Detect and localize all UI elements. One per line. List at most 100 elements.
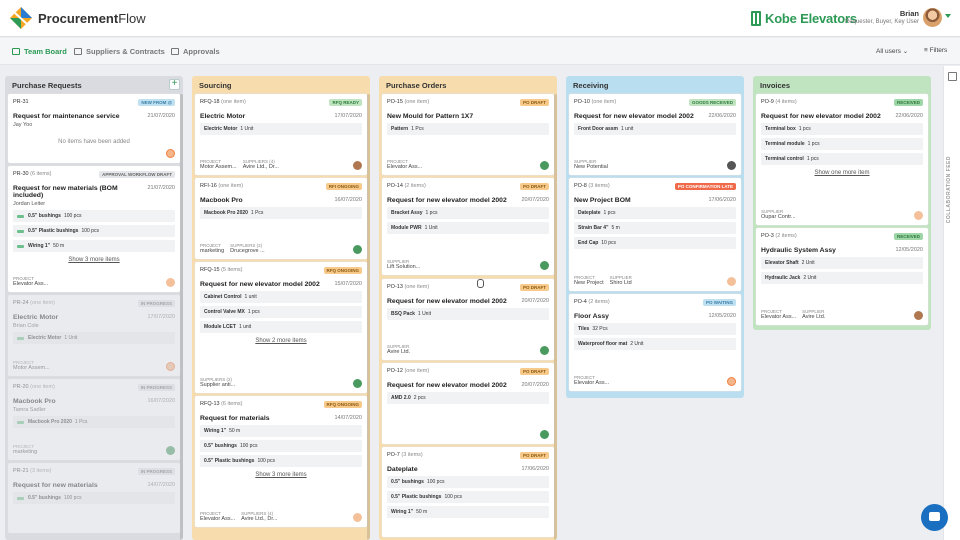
card-date: 21/07/2020	[147, 185, 175, 191]
board-card[interactable]: PR-31 NEW FROM @ Request for maintenance …	[8, 94, 180, 163]
card-number: RFQ-13 (6 items)	[200, 401, 243, 407]
assignee-avatar[interactable]	[540, 430, 549, 439]
board-card[interactable]: PO-13 (one item) PO DRAFT Request for new …	[382, 279, 554, 360]
app-name[interactable]: ProcurementFlow	[38, 11, 146, 26]
show-more-items-link[interactable]: Show 3 more items	[255, 472, 307, 478]
card-header: PO-7 (3 items) PO DRAFT	[387, 451, 549, 459]
status-badge: RECEIVED	[893, 98, 923, 106]
user-menu-chevron-down-icon[interactable]	[945, 14, 951, 18]
card-header: PR-24 (one item) IN PROGRESS	[13, 299, 175, 307]
all-users-label: All users	[876, 48, 901, 55]
column-scrollbar[interactable]	[554, 94, 557, 540]
status-badge: NEW FROM @	[138, 98, 175, 106]
item-bar-icon	[17, 420, 24, 424]
board-card[interactable]: PO-4 (2 items) PO WAITING Floor Assy 12/05/…	[569, 294, 741, 391]
collaboration-feed-panel[interactable]: COLLABORATION FEED	[943, 66, 960, 540]
card-title: New Mould for Pattern 1X7	[387, 113, 474, 120]
card-number: PR-20 (one item)	[13, 384, 55, 390]
item-bar-icon	[17, 244, 24, 248]
card-header: PO-3 (2 items) RECEIVED	[761, 232, 923, 240]
feed-toggle-icon[interactable]	[948, 72, 957, 81]
board-card[interactable]: PR-20 (one item) IN PROGRESS Macbook Pro 16…	[8, 379, 180, 460]
tab-team-board[interactable]: Team Board	[12, 47, 67, 56]
assignee-avatar[interactable]	[353, 513, 362, 522]
status-badge: IN PROGRESS	[137, 299, 175, 307]
card-meta: PROJECT marketing	[13, 444, 175, 455]
status-badge: PO DRAFT	[520, 98, 549, 106]
status-badge: PO DRAFT	[520, 451, 549, 459]
filter-icon: ≡	[924, 47, 928, 54]
card-header: RFQ-18 (one item) RFQ READY	[200, 98, 362, 106]
card-header: PO-10 (one item) GOODS RECEIVED	[574, 98, 736, 106]
meta-field: PROJECT Motor Assem...	[13, 360, 50, 371]
meta-field: PROJECT marketing	[13, 444, 38, 455]
card-number: PO-12 (one item)	[387, 368, 430, 374]
card-header: RFQ-13 (6 items) RFQ ONGOING	[200, 400, 362, 408]
board-card[interactable]: PR-21 (3 items) IN PROGRESS Request for ne…	[8, 463, 180, 533]
card-title: Request for new elevator model 2002 15/07…	[200, 281, 362, 288]
assignee-avatar[interactable]	[166, 362, 175, 371]
card-title: Request for new elevator model 2002 20/07…	[387, 197, 549, 204]
card-date: 17/07/2020	[147, 314, 175, 320]
column-sourcing: Sourcing RFQ-18 (one item) RFQ READY Electr…	[192, 76, 370, 540]
all-users-dropdown[interactable]: All users ⌄	[876, 47, 908, 55]
show-more-items-link[interactable]: Show one more item	[814, 170, 870, 176]
card-header: PO-14 (2 items) PO DRAFT	[387, 182, 549, 190]
board-card[interactable]: RFQ-18 (one item) RFQ READY Electric Motor…	[195, 94, 367, 175]
assignee-avatar[interactable]	[540, 346, 549, 355]
assignee-avatar[interactable]	[540, 161, 549, 170]
column-body: PO-15 (one item) PO DRAFT New Mould for Pa…	[382, 94, 554, 540]
tab-approvals[interactable]: Approvals	[171, 47, 220, 56]
board-card[interactable]: PO-3 (2 items) RECEIVED Hydraulic System A…	[756, 228, 928, 325]
column-scrollbar[interactable]	[180, 94, 183, 540]
show-more-items-link[interactable]: Show 2 more items	[255, 338, 307, 344]
card-title: Request for new elevator model 2002 20/07…	[387, 382, 549, 389]
card-header: PO-8 (3 items) PO CONFIRMATION LATE	[574, 182, 736, 190]
feed-label: COLLABORATION FEED	[946, 156, 952, 224]
assignee-avatar[interactable]	[166, 149, 175, 158]
board-card[interactable]: PO-8 (3 items) PO CONFIRMATION LATE New Pr…	[569, 178, 741, 291]
board-card[interactable]: RFI-16 (one item) RFI ONGOING Macbook Pro 1…	[195, 178, 367, 259]
status-badge: RFQ ONGOING	[323, 266, 362, 274]
assignee-avatar[interactable]	[353, 379, 362, 388]
assignee-avatar[interactable]	[914, 211, 923, 220]
card-number: PO-9 (4 items)	[761, 99, 797, 105]
card-date: 12/05/2020	[708, 313, 736, 319]
card-number: PR-30 (6 items)	[13, 171, 52, 177]
assignee-avatar[interactable]	[540, 261, 549, 270]
filters-button[interactable]: ≡ Filters	[924, 47, 947, 54]
line-item: AMD 2.0 2 pcs	[387, 392, 549, 404]
board-card[interactable]: PO-9 (4 items) RECEIVED Request for new el…	[756, 94, 928, 225]
assignee-avatar[interactable]	[914, 311, 923, 320]
assignee-avatar[interactable]	[727, 277, 736, 286]
assignee-avatar[interactable]	[166, 446, 175, 455]
assignee-avatar[interactable]	[727, 377, 736, 386]
assignee-avatar[interactable]	[727, 161, 736, 170]
show-more-items-link[interactable]: Show 3 more items	[68, 257, 120, 263]
board-card[interactable]: RFQ-15 (5 items) RFQ ONGOING Request for n…	[195, 262, 367, 393]
board-card[interactable]: PO-7 (3 items) PO DRAFT Dateplate 17/06/202…	[382, 447, 554, 537]
board-card[interactable]: PR-24 (one item) IN PROGRESS Electric Moto…	[8, 295, 180, 376]
board-card[interactable]: PO-10 (one item) GOODS RECEIVED Request fo…	[569, 94, 741, 175]
board-card[interactable]: PO-14 (2 items) PO DRAFT Request for new e…	[382, 178, 554, 275]
user-avatar[interactable]	[923, 8, 942, 27]
tab-suppliers-contracts[interactable]: Suppliers & Contracts	[74, 47, 165, 56]
approvals-icon	[171, 48, 179, 55]
meta-field: SUPPLIER Avire Ltd.	[387, 344, 411, 355]
assignee-avatar[interactable]	[353, 245, 362, 254]
line-item: Bracket Assy 1 pcs	[387, 207, 549, 219]
column-scrollbar[interactable]	[367, 94, 370, 540]
add-request-button[interactable]: +	[169, 79, 180, 90]
card-meta: PROJECT Elevator Ass... SUPPLIERS (4) Avire…	[200, 511, 362, 522]
line-item: Elevator Shaft 2 Unit	[761, 257, 923, 269]
chat-button[interactable]	[921, 504, 948, 531]
board-card[interactable]: PR-30 (6 items) APPROVAL WORKFLOW DRAFT Re…	[8, 166, 180, 292]
meta-field: PROJECT marketing	[200, 243, 225, 254]
card-title: Request for new elevator model 2002 22/06…	[761, 113, 923, 120]
board-card[interactable]: RFQ-13 (6 items) RFQ ONGOING Request for m…	[195, 396, 367, 527]
board-card[interactable]: PO-12 (one item) PO DRAFT Request for new …	[382, 363, 554, 444]
assignee-avatar[interactable]	[353, 161, 362, 170]
assignee-avatar[interactable]	[166, 278, 175, 287]
board-card[interactable]: PO-15 (one item) PO DRAFT New Mould for Pa…	[382, 94, 554, 175]
card-number: RFI-16 (one item)	[200, 183, 244, 189]
